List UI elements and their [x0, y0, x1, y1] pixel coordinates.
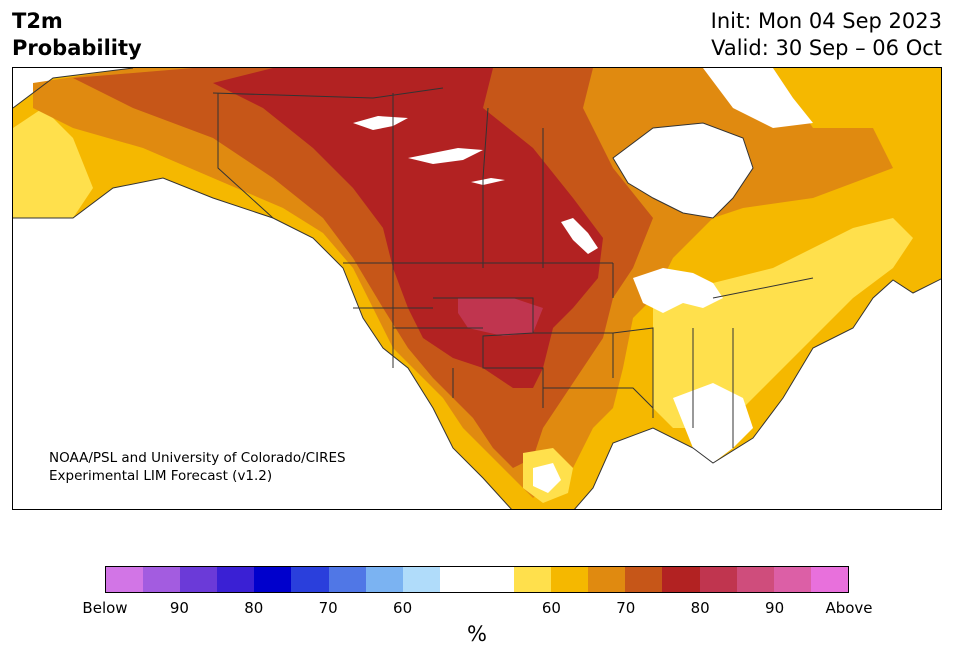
init-date: Init: Mon 04 Sep 2023 — [710, 9, 942, 33]
probability-label: Probability — [12, 36, 142, 60]
colorbar-cell — [736, 567, 774, 592]
colorbar-cell — [217, 567, 255, 592]
colorbar-cell — [180, 567, 218, 592]
colorbar-cell — [439, 567, 477, 592]
colorbar-cell — [106, 567, 144, 592]
colorbar-tick-label: 70 — [616, 599, 636, 617]
colorbar-cell — [773, 567, 811, 592]
colorbar-cell — [476, 567, 515, 592]
great-slave-lake — [408, 148, 483, 164]
colorbar-cell — [402, 567, 440, 592]
colorbar-cell — [514, 567, 552, 592]
attribution: NOAA/PSL and University of Colorado/CIRE… — [49, 449, 346, 485]
forecast-map — [12, 67, 942, 510]
colorbar-cell — [625, 567, 663, 592]
colorbar-tick-label: 60 — [393, 599, 413, 617]
lake-winnipeg — [561, 218, 598, 254]
alaska-light-zone — [13, 108, 93, 218]
colorbar-cell — [551, 567, 589, 592]
valid-period: Valid: 30 Sep – 06 Oct — [711, 36, 942, 60]
colorbar-unit-label: % — [467, 622, 487, 646]
colorbar-cell — [143, 567, 181, 592]
colorbar-cell — [699, 567, 737, 592]
forecast-dates: Init: Mon 04 Sep 2023 Valid: 30 Sep – 06… — [711, 8, 942, 62]
atlantic-ocean — [574, 279, 941, 509]
colorbar-tick-label: Below — [82, 599, 128, 617]
colorbar-cell — [662, 567, 700, 592]
crimson-core — [458, 298, 543, 336]
variable-label: T2m — [12, 9, 63, 33]
great-bear-lake — [353, 116, 408, 130]
great-lakes — [633, 268, 723, 313]
mexico-neutral — [533, 463, 561, 493]
pacific-ocean — [13, 178, 512, 509]
colorbar-tick-label: 80 — [244, 599, 264, 617]
colorbar-tick-label: 70 — [318, 599, 338, 617]
southeast-yellow — [653, 218, 913, 428]
map-title: T2m Probability — [12, 8, 142, 62]
attribution-line-1: NOAA/PSL and University of Colorado/CIRE… — [49, 450, 346, 466]
colorbar-tick-label: Above — [825, 599, 873, 617]
colorbar-cell — [254, 567, 292, 592]
political-borders — [13, 68, 941, 509]
colorbar-tick-label: 60 — [541, 599, 561, 617]
colorbar-cell — [365, 567, 403, 592]
hudson-bay — [613, 123, 753, 218]
colorbar-tick-label: 90 — [169, 599, 189, 617]
colorbar-tick-label: 80 — [690, 599, 710, 617]
colorbar-cell — [328, 567, 366, 592]
attribution-line-2: Experimental LIM Forecast (v1.2) — [49, 468, 273, 484]
lake-athabasca — [471, 178, 505, 185]
arctic-water — [703, 68, 813, 128]
probability-colorbar — [105, 566, 849, 593]
colorbar-cell — [810, 567, 848, 592]
colorbar-cell — [588, 567, 626, 592]
colorbar-tick-label: 90 — [765, 599, 785, 617]
colorbar-cell — [291, 567, 329, 592]
